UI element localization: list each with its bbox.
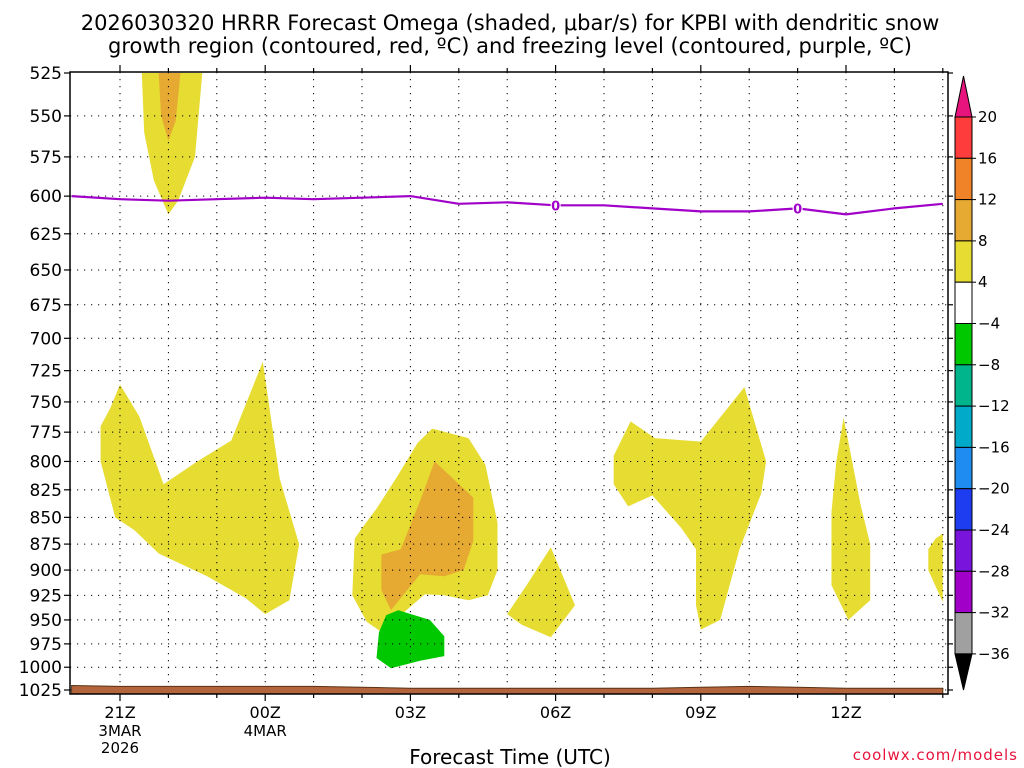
colorbar-label-13: −36 bbox=[978, 645, 1010, 663]
y-tick-label-900: 900 bbox=[30, 561, 62, 581]
colorbar-label-9: −20 bbox=[978, 480, 1010, 498]
pressure-axis: 525 550 575 600 625 650 675 700 725 750 775 800 825 8… bbox=[19, 64, 953, 701]
colorbar-label-1: 16 bbox=[978, 149, 997, 167]
colorbar-swatch-9 bbox=[954, 488, 973, 531]
y-tick-label-575: 575 bbox=[30, 148, 62, 168]
omega-region-6 bbox=[507, 547, 575, 638]
colorbar-label-2: 12 bbox=[978, 191, 997, 209]
colorbar-top-arrow bbox=[954, 75, 973, 118]
freezing-level-label-bg-0 bbox=[550, 198, 561, 212]
colorbar-label-4: 4 bbox=[978, 273, 988, 291]
colorbar-label-3: 8 bbox=[978, 232, 988, 250]
y-tick-label-725: 725 bbox=[30, 362, 62, 382]
gridlines bbox=[70, 72, 948, 694]
x-date-label-1-0: 4MAR bbox=[244, 722, 287, 740]
x-tick-label-21Z: 21Z bbox=[104, 703, 135, 722]
colorbar-label-0: 20 bbox=[978, 108, 997, 126]
y-tick-label-950: 950 bbox=[30, 611, 62, 631]
omega-region-0 bbox=[141, 73, 203, 215]
y-tick-label-925: 925 bbox=[30, 586, 62, 606]
colorbar-label-5: −4 bbox=[978, 315, 1000, 333]
colorbar-label-10: −24 bbox=[978, 521, 1010, 539]
y-tick-label-975: 975 bbox=[30, 635, 62, 655]
chart-title: 2026030320 HRRR Forecast Omega (shaded, … bbox=[81, 11, 940, 58]
freezing-level-label-1: 0 bbox=[793, 202, 802, 217]
colorbar-swatch-5 bbox=[954, 323, 973, 366]
y-tick-label-1000: 1000 bbox=[19, 658, 62, 678]
colorbar-bottom-arrow bbox=[954, 653, 973, 691]
terrain-band bbox=[71, 684, 944, 694]
freezing-level-label-bg-1 bbox=[792, 201, 803, 215]
colorbar-label-7: −12 bbox=[978, 397, 1010, 415]
y-tick-label-850: 850 bbox=[30, 508, 62, 528]
y-tick-label-750: 750 bbox=[30, 393, 62, 413]
omega-region-9 bbox=[928, 533, 943, 603]
colorbar-label-11: −28 bbox=[978, 562, 1010, 580]
chart-title-line-2: growth region (contoured, red, ºC) and f… bbox=[108, 34, 912, 58]
colorbar-swatch-4 bbox=[954, 281, 973, 325]
y-tick-label-700: 700 bbox=[30, 329, 62, 349]
colorbar-swatch-8 bbox=[954, 446, 973, 490]
freezing-level-label-0: 0 bbox=[551, 199, 560, 214]
x-date-label-0-1: 2026 bbox=[101, 739, 139, 757]
y-tick-label-675: 675 bbox=[30, 296, 62, 316]
x-tick-label-00Z: 00Z bbox=[250, 703, 281, 722]
credit-text: coolwx.com/models bbox=[853, 746, 1018, 764]
x-tick-label-03Z: 03Z bbox=[395, 703, 426, 722]
x-tick-label-06Z: 06Z bbox=[540, 703, 571, 722]
y-tick-label-1025: 1025 bbox=[19, 681, 62, 701]
colorbar-swatch-2 bbox=[954, 199, 973, 242]
y-tick-label-600: 600 bbox=[30, 187, 62, 207]
omega-shading-layer bbox=[100, 73, 943, 669]
x-axis-title: Forecast Time (UTC) bbox=[409, 745, 611, 768]
colorbar-label-6: −8 bbox=[978, 356, 1000, 374]
colorbar-swatch-12 bbox=[954, 612, 973, 655]
colorbar-swatch-6 bbox=[954, 364, 973, 407]
terrain-layer bbox=[71, 684, 944, 694]
colorbar-swatch-3 bbox=[954, 240, 973, 283]
colorbar-swatch-10 bbox=[954, 529, 973, 572]
colorbar-label-8: −16 bbox=[978, 438, 1010, 456]
omega-region-8 bbox=[831, 417, 871, 620]
colorbar-swatch-7 bbox=[954, 405, 973, 448]
y-tick-label-825: 825 bbox=[30, 481, 62, 501]
y-tick-label-800: 800 bbox=[30, 452, 62, 472]
y-tick-label-775: 775 bbox=[30, 423, 62, 443]
omega-region-2 bbox=[100, 361, 300, 615]
y-tick-label-525: 525 bbox=[30, 64, 62, 84]
y-tick-label-550: 550 bbox=[30, 107, 62, 127]
plot-frame bbox=[69, 71, 949, 695]
omega-region-1 bbox=[158, 73, 181, 141]
colorbar-swatch-1 bbox=[954, 157, 973, 201]
y-tick-label-625: 625 bbox=[30, 225, 62, 245]
y-tick-label-875: 875 bbox=[30, 535, 62, 555]
x-tick-label-09Z: 09Z bbox=[685, 703, 716, 722]
omega-region-7 bbox=[613, 387, 767, 630]
colorbar: 20 16 12 8 4 −4 −8 −12 −16 −20 −24 −28 −32 −36 bbox=[954, 75, 1010, 691]
colorbar-label-12: −32 bbox=[978, 604, 1010, 622]
y-tick-label-650: 650 bbox=[30, 261, 62, 281]
colorbar-swatch-0 bbox=[954, 116, 973, 159]
colorbar-swatch-11 bbox=[954, 570, 973, 614]
x-date-label-0-0: 3MAR bbox=[98, 722, 141, 740]
chart-title-line-1: 2026030320 HRRR Forecast Omega (shaded, … bbox=[81, 11, 940, 35]
x-tick-label-12Z: 12Z bbox=[830, 703, 861, 722]
omega-region-4 bbox=[381, 461, 474, 611]
